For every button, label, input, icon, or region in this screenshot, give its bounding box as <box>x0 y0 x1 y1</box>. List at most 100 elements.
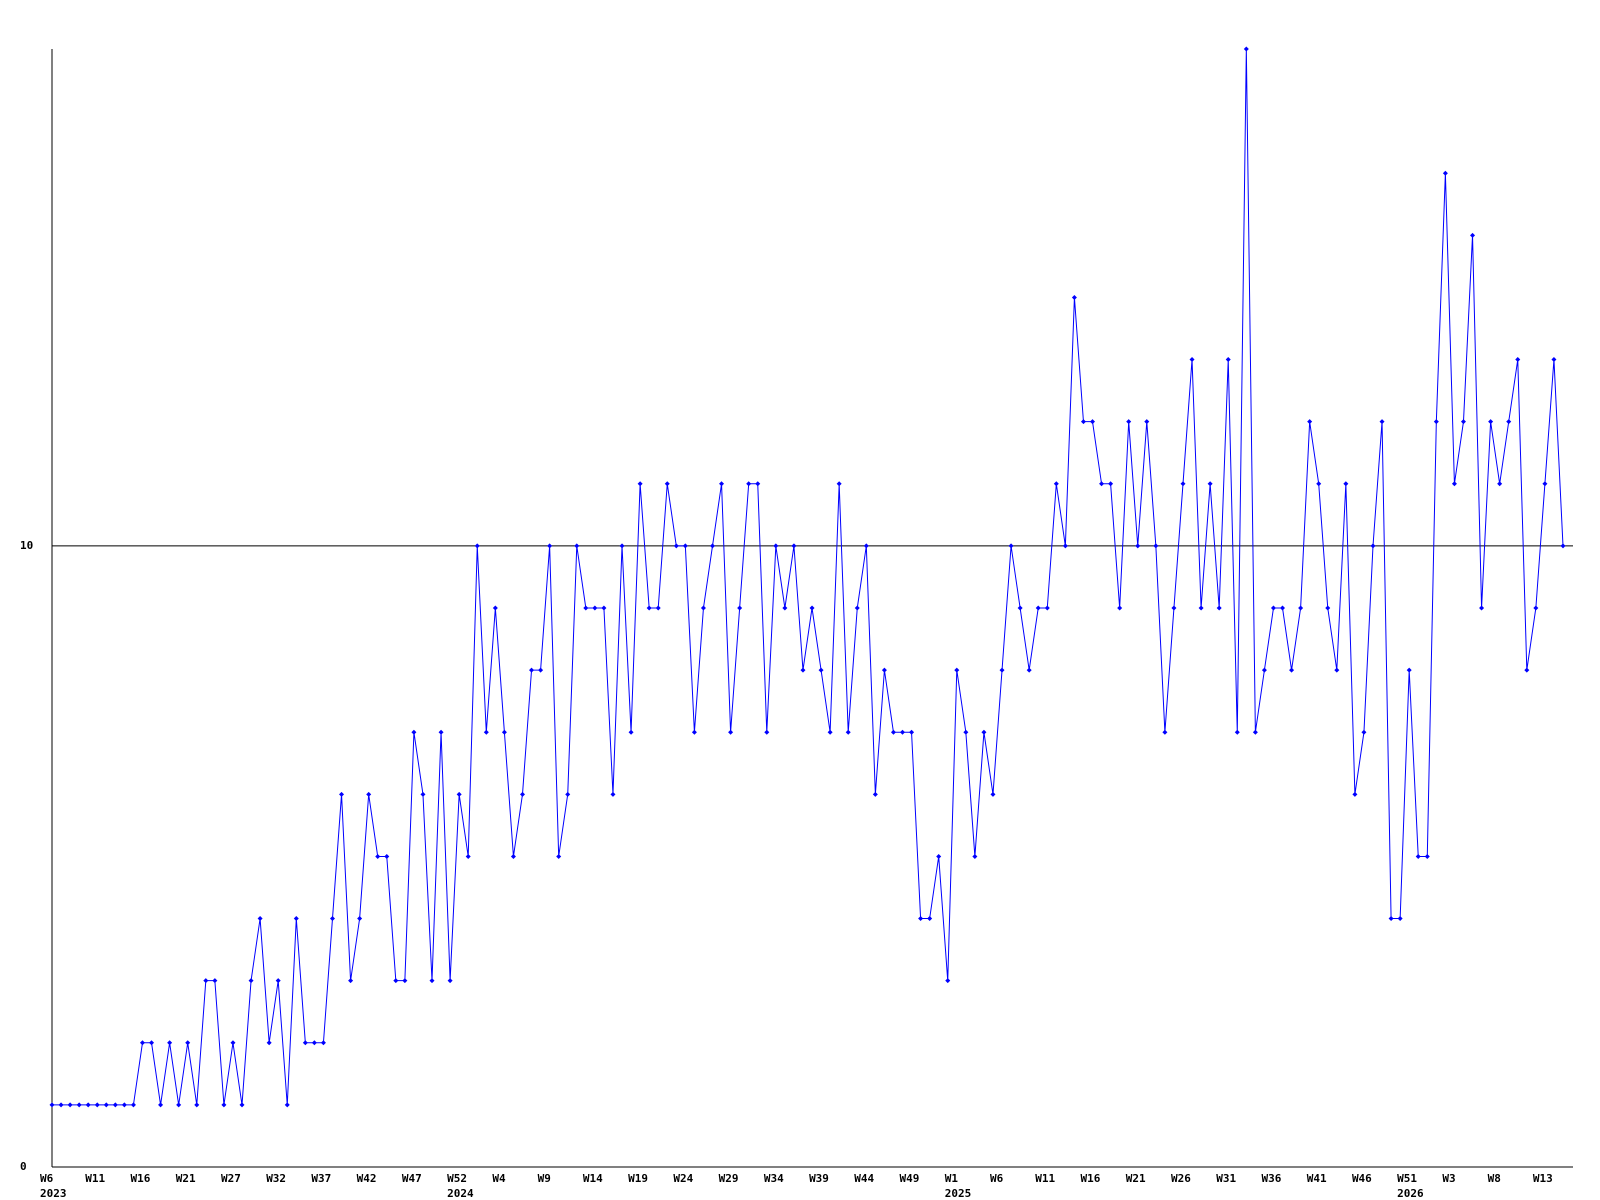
data-point <box>311 1040 317 1046</box>
data-point <box>293 916 299 922</box>
data-point <box>1162 729 1168 735</box>
data-point <box>176 1102 182 1108</box>
x-tick-label: W14 <box>583 1172 603 1185</box>
data-point <box>366 791 372 797</box>
x-tick-label: W39 <box>809 1172 829 1185</box>
data-point <box>881 667 887 673</box>
data-point <box>1370 543 1376 549</box>
x-tick-label: W42 <box>357 1172 377 1185</box>
data-point <box>890 729 896 735</box>
y-tick-label: 0 <box>20 1160 27 1173</box>
data-point <box>1035 605 1041 611</box>
x-tick-label: W1 <box>945 1172 959 1185</box>
data-point <box>1080 419 1086 425</box>
data-point <box>420 791 426 797</box>
data-point <box>664 481 670 487</box>
data-point <box>619 543 625 549</box>
data-point <box>1108 481 1114 487</box>
data-point <box>429 978 435 984</box>
data-point <box>1198 605 1204 611</box>
x-tick-label: W34 <box>764 1172 784 1185</box>
data-point <box>1361 729 1367 735</box>
data-point <box>302 1040 308 1046</box>
data-point <box>1460 419 1466 425</box>
x-tick-label: W31 <box>1216 1172 1236 1185</box>
data-point <box>1524 667 1530 673</box>
x-tick-label: W9 <box>538 1172 551 1185</box>
data-point <box>1307 419 1313 425</box>
data-point <box>927 916 933 922</box>
x-year-label: 2023 <box>40 1187 67 1200</box>
x-year-label: 2026 <box>1397 1187 1424 1200</box>
data-point <box>719 481 725 487</box>
data-point <box>1026 667 1032 673</box>
data-point <box>375 853 381 859</box>
x-tick-label: W44 <box>854 1172 874 1185</box>
data-point <box>981 729 987 735</box>
data-point <box>1270 605 1276 611</box>
data-point <box>384 853 390 859</box>
data-point <box>1044 605 1050 611</box>
data-point <box>149 1040 155 1046</box>
data-point <box>1008 543 1014 549</box>
data-point <box>266 1040 272 1046</box>
data-point <box>963 729 969 735</box>
data-point <box>972 853 978 859</box>
data-point <box>1180 481 1186 487</box>
data-point <box>1406 667 1412 673</box>
data-point <box>791 543 797 549</box>
data-point <box>872 791 878 797</box>
data-point <box>1062 543 1068 549</box>
x-tick-label: W26 <box>1171 1172 1191 1185</box>
data-point <box>94 1102 100 1108</box>
data-point <box>1316 481 1322 487</box>
data-point <box>230 1040 236 1046</box>
data-point <box>1117 605 1123 611</box>
data-point <box>700 605 706 611</box>
data-point <box>465 853 471 859</box>
data-point <box>402 978 408 984</box>
data-point <box>447 978 453 984</box>
x-tick-label: W19 <box>628 1172 648 1185</box>
data-point <box>909 729 915 735</box>
data-point <box>1551 357 1557 363</box>
data-point <box>67 1102 73 1108</box>
data-point <box>1225 357 1231 363</box>
x-year-label: 2025 <box>945 1187 972 1200</box>
x-tick-label: W6 <box>990 1172 1004 1185</box>
data-point <box>1424 853 1430 859</box>
data-point <box>637 481 643 487</box>
data-point <box>1234 729 1240 735</box>
data-point <box>411 729 417 735</box>
data-point <box>538 667 544 673</box>
data-point <box>737 605 743 611</box>
data-point <box>76 1102 82 1108</box>
data-point <box>248 978 254 984</box>
data-point <box>1171 605 1177 611</box>
data-point <box>167 1040 173 1046</box>
data-point <box>565 791 571 797</box>
data-point <box>628 729 634 735</box>
data-point <box>158 1102 164 1108</box>
data-point <box>682 543 688 549</box>
data-point <box>239 1102 245 1108</box>
data-point <box>990 791 996 797</box>
x-tick-label: W47 <box>402 1172 422 1185</box>
data-point <box>845 729 851 735</box>
data-point <box>746 481 752 487</box>
data-point <box>257 916 263 922</box>
data-point <box>1515 357 1521 363</box>
data-point <box>1442 170 1448 176</box>
data-point <box>519 791 525 797</box>
data-point <box>592 605 598 611</box>
data-point <box>1506 419 1512 425</box>
data-point <box>954 667 960 673</box>
x-tick-label: W21 <box>1126 1172 1146 1185</box>
x-tick-label: W13 <box>1533 1172 1553 1185</box>
data-point <box>818 667 824 673</box>
data-point <box>1126 419 1132 425</box>
data-point <box>1135 543 1141 549</box>
data-point <box>221 1102 227 1108</box>
